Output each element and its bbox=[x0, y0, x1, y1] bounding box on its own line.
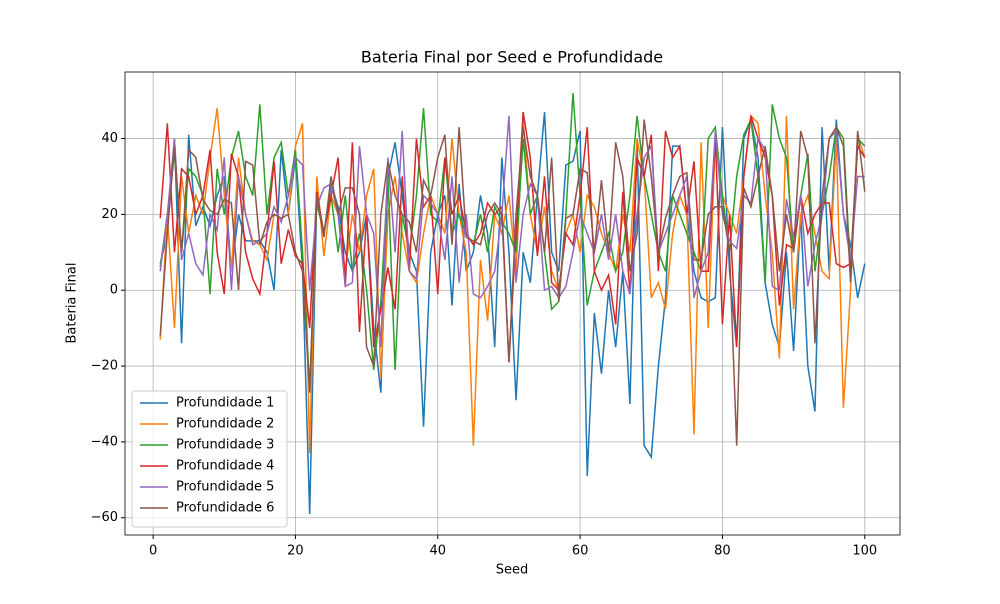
x-tick-label: 0 bbox=[149, 544, 157, 559]
x-tick-label: 60 bbox=[572, 544, 589, 559]
plot-frame bbox=[124, 71, 901, 536]
legend-label: Profundidade 3 bbox=[176, 438, 274, 453]
legend-label: Profundidade 5 bbox=[176, 480, 274, 495]
x-axis-label: Seed bbox=[496, 563, 529, 578]
legend-label: Profundidade 6 bbox=[176, 501, 274, 516]
x-tick-label: 20 bbox=[287, 544, 304, 559]
legend-label: Profundidade 1 bbox=[176, 396, 274, 411]
series-line bbox=[159, 119, 866, 446]
x-tick-label: 100 bbox=[852, 544, 877, 559]
y-tick-label: 0 bbox=[110, 283, 118, 298]
legend-label: Profundidade 4 bbox=[176, 459, 274, 474]
series-line bbox=[159, 92, 866, 389]
y-tick-label: 20 bbox=[101, 207, 118, 222]
y-tick-label: −20 bbox=[91, 359, 118, 374]
legend-label: Profundidade 2 bbox=[176, 417, 274, 432]
x-tick-label: 80 bbox=[714, 544, 731, 559]
x-tick-label: 40 bbox=[430, 544, 447, 559]
y-axis-label: Bateria Final bbox=[65, 263, 80, 344]
y-tick-label: −60 bbox=[91, 510, 118, 525]
chart-title: Bateria Final por Seed e Profundidade bbox=[361, 48, 663, 67]
y-tick-label: 40 bbox=[101, 131, 118, 146]
legend-box bbox=[131, 390, 288, 528]
y-tick-label: −40 bbox=[91, 434, 118, 449]
